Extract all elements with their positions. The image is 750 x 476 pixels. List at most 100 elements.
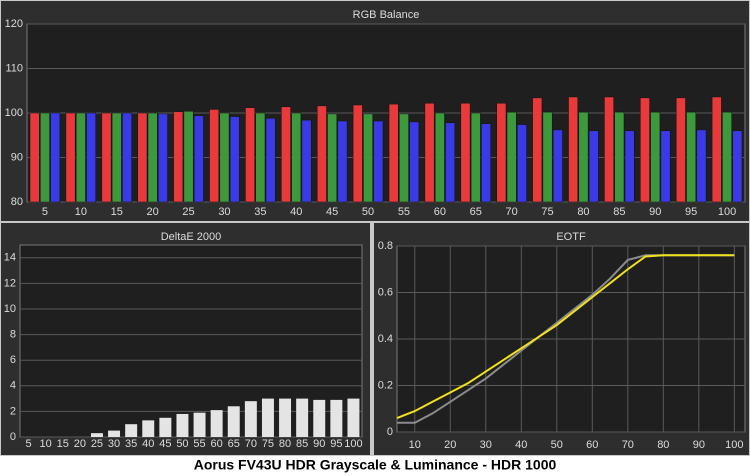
caption: Aorus FV43U HDR Grayscale & Luminance - …: [194, 457, 557, 473]
x-tick-label: 55: [398, 206, 410, 218]
x-tick-label: 35: [125, 438, 137, 450]
bar: [183, 110, 194, 203]
bar: [542, 111, 553, 203]
bar: [517, 124, 527, 203]
bar: [686, 111, 697, 203]
bar: [722, 111, 732, 203]
x-tick-label: 75: [541, 206, 553, 218]
bar: [147, 112, 158, 203]
y-tick-label: 0.8: [378, 240, 393, 252]
bar: [296, 398, 309, 437]
bar: [496, 102, 507, 203]
bar: [347, 398, 360, 437]
x-tick-label: 5: [25, 438, 31, 450]
bar: [330, 399, 343, 437]
bar: [301, 119, 312, 203]
bar: [255, 112, 266, 203]
bar: [291, 112, 302, 203]
x-tick-label: 15: [111, 206, 123, 218]
bar: [352, 104, 363, 203]
x-tick-label: 85: [296, 438, 308, 450]
x-tick-label: 25: [182, 206, 194, 218]
x-tick-label: 100: [344, 438, 362, 450]
bar: [470, 112, 481, 203]
x-tick-label: 90: [649, 206, 661, 218]
bar: [50, 112, 61, 203]
y-tick-label: 0.6: [378, 286, 393, 298]
x-tick-label: 15: [57, 438, 69, 450]
x-tick-label: 40: [142, 438, 154, 450]
y-tick-label: 8: [10, 329, 16, 341]
bar: [159, 417, 172, 437]
x-tick-label: 45: [159, 438, 171, 450]
chart-title: DeltaE 2000: [161, 231, 222, 243]
x-tick-label: 90: [693, 439, 705, 451]
bar: [399, 113, 409, 203]
bar: [313, 399, 326, 437]
bar: [111, 112, 122, 203]
bar: [142, 420, 155, 437]
x-tick-label: 95: [330, 438, 342, 450]
bar: [137, 112, 148, 203]
bar: [210, 410, 223, 437]
y-tick-label: 10: [4, 303, 16, 315]
x-tick-label: 60: [434, 206, 446, 218]
x-tick-label: 50: [551, 439, 563, 451]
bar: [65, 112, 76, 203]
y-tick-label: 0.2: [378, 379, 393, 391]
x-tick-label: 5: [42, 206, 48, 218]
x-tick-label: 30: [218, 206, 230, 218]
chart-title: RGB Balance: [353, 9, 420, 21]
y-tick-label: 90: [11, 151, 23, 163]
bar: [261, 398, 274, 437]
y-tick-label: 2: [10, 405, 16, 417]
x-tick-label: 75: [262, 438, 274, 450]
x-tick-label: 80: [657, 439, 669, 451]
x-tick-label: 95: [685, 206, 697, 218]
bar: [640, 97, 650, 203]
line: [396, 254, 735, 419]
bar: [265, 118, 276, 203]
bar: [193, 115, 204, 203]
x-tick-label: 10: [409, 439, 421, 451]
x-tick-label: 100: [725, 439, 743, 451]
bar: [532, 97, 543, 203]
bar: [279, 398, 292, 437]
x-tick-label: 50: [362, 206, 374, 218]
bar: [193, 412, 206, 437]
x-tick-label: 85: [613, 206, 625, 218]
bar: [373, 120, 384, 203]
x-tick-label: 100: [718, 206, 736, 218]
bar: [578, 111, 589, 203]
y-tick-label: 0: [10, 431, 16, 443]
x-tick-label: 70: [622, 439, 634, 451]
x-tick-label: 30: [480, 439, 492, 451]
bar: [604, 96, 614, 203]
x-tick-label: 35: [254, 206, 266, 218]
y-tick-label: 6: [10, 354, 16, 366]
bar: [158, 113, 168, 203]
y-tick-label: 100: [5, 107, 23, 119]
y-tick-label: 4: [10, 380, 16, 392]
x-tick-label: 80: [577, 206, 589, 218]
y-tick-label: 12: [4, 277, 16, 289]
y-tick-label: 80: [11, 196, 23, 208]
x-tick-label: 65: [470, 206, 482, 218]
bar: [108, 430, 121, 437]
x-tick-label: 20: [74, 438, 86, 450]
x-tick-label: 55: [193, 438, 205, 450]
y-tick-label: 14: [4, 252, 16, 264]
plot-area: [19, 244, 363, 438]
x-tick-label: 80: [279, 438, 291, 450]
bar: [568, 96, 579, 203]
bar: [434, 112, 445, 203]
x-tick-label: 20: [444, 439, 456, 451]
bar: [675, 97, 686, 203]
bar: [316, 105, 327, 203]
bar: [711, 96, 722, 203]
bar: [125, 424, 138, 437]
chart-title: EOTF: [556, 231, 586, 243]
x-tick-label: 60: [211, 438, 223, 450]
bar: [173, 111, 184, 203]
x-tick-label: 70: [506, 206, 518, 218]
